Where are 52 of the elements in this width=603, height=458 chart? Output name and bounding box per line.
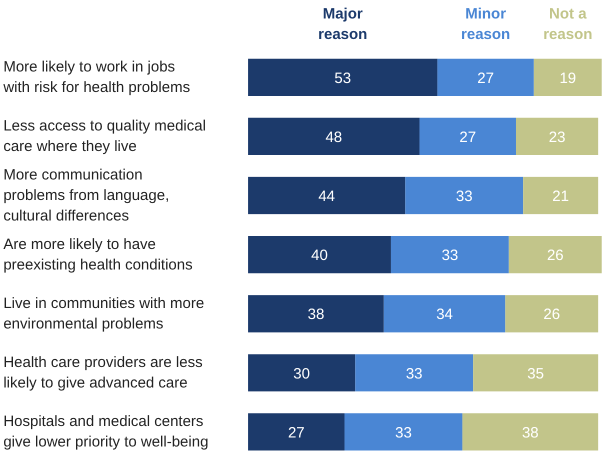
- y-tick-label: Are more likely to have preexisting health conditions: [3, 236, 193, 274]
- bar: [473, 354, 598, 392]
- bar: [462, 413, 598, 451]
- data-label: 23: [548, 128, 566, 146]
- y-tick-label: Hospitals and medical centers give lower priority to well-being: [3, 413, 208, 451]
- data-label: 48: [325, 128, 342, 146]
- data-label: 26: [546, 247, 564, 264]
- bar: [248, 236, 391, 274]
- y-tick-label: Live in communities with more environmental problems: [3, 295, 204, 332]
- bar: [437, 58, 534, 96]
- bar: [248, 413, 345, 451]
- data-label: 33: [442, 247, 458, 264]
- bar: [248, 176, 406, 214]
- bar: [534, 58, 602, 96]
- data-label: 19: [559, 70, 576, 87]
- series-label: Minor reason: [461, 5, 510, 43]
- data-label: 27: [459, 128, 476, 146]
- bar: [390, 236, 509, 274]
- bar: [248, 118, 420, 156]
- data-label: 33: [456, 188, 473, 206]
- data-label: 38: [308, 306, 324, 324]
- bar: [523, 176, 598, 214]
- data-label: 21: [552, 188, 569, 206]
- bar: [516, 118, 598, 156]
- series-label: Major reason: [318, 5, 368, 43]
- bar: [384, 295, 506, 332]
- bar: [420, 118, 516, 156]
- bar: [505, 295, 598, 332]
- y-tick-label: Health care providers are less likely to give advanced care: [3, 354, 203, 392]
- bar: [248, 354, 356, 392]
- data-label: 53: [334, 70, 352, 87]
- y-tick-label: More likely to work in jobs with risk for health problems: [2, 58, 190, 96]
- data-label: 27: [477, 70, 494, 87]
- data-label: 33: [406, 365, 423, 382]
- data-label: 33: [395, 424, 412, 442]
- data-label: 38: [522, 424, 539, 442]
- data-label: 26: [543, 306, 560, 324]
- bar: [405, 176, 524, 214]
- data-label: 44: [318, 188, 336, 206]
- data-label: 30: [293, 365, 310, 382]
- y-tick-label: Less access to quality medical care where they live: [3, 118, 206, 156]
- bar: [508, 236, 602, 274]
- data-label: 40: [311, 247, 328, 264]
- bar: [344, 413, 462, 451]
- data-label: 27: [288, 424, 305, 442]
- series-label: Not a reason: [543, 5, 592, 43]
- bar: [355, 354, 474, 392]
- data-label: 35: [527, 365, 544, 382]
- bar: [248, 295, 384, 332]
- data-label: 34: [436, 306, 453, 324]
- y-tick-label: More communication problems from language, cultural differences: [3, 166, 170, 224]
- bar: [248, 58, 438, 96]
